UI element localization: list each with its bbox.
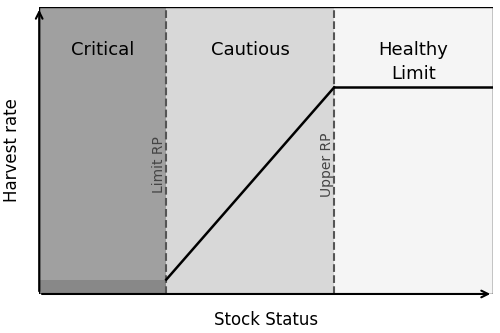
Text: Critical: Critical — [71, 41, 134, 59]
Bar — [166, 7, 334, 294]
Text: Cautious: Cautious — [211, 41, 290, 59]
Bar — [39, 280, 166, 294]
Text: Healthy
Limit: Healthy Limit — [378, 41, 448, 83]
Text: Stock Status: Stock Status — [214, 311, 318, 329]
Bar — [334, 7, 493, 294]
Bar — [39, 7, 166, 294]
Text: Harvest rate: Harvest rate — [3, 99, 21, 202]
Text: Upper RP: Upper RP — [320, 133, 334, 197]
Text: Limit RP: Limit RP — [152, 137, 166, 193]
